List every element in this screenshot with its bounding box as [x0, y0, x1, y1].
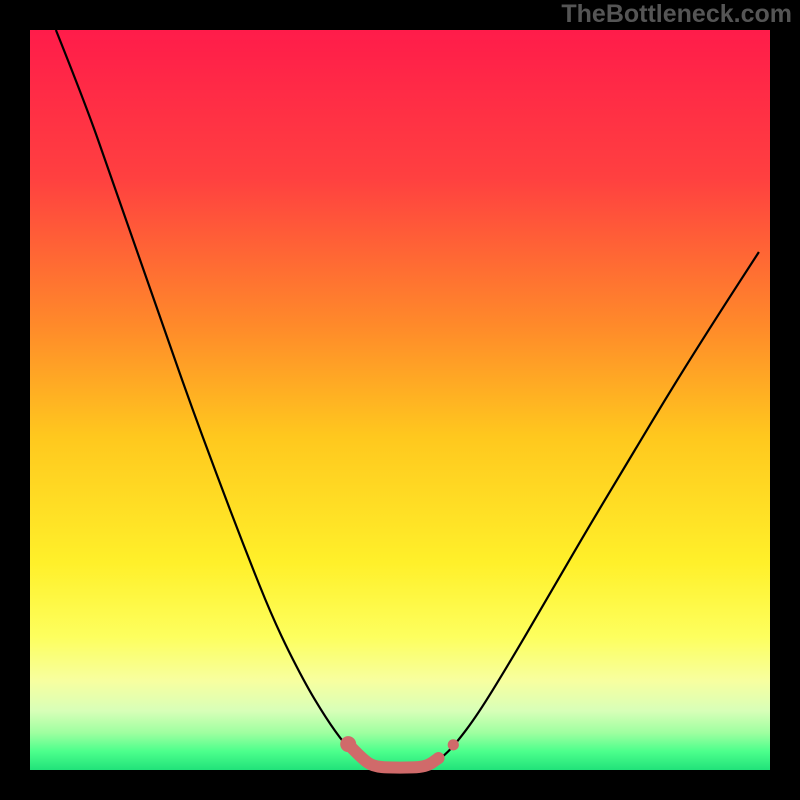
watermark-text: TheBottleneck.com	[561, 0, 792, 27]
highlight-dot	[448, 739, 459, 750]
bottleneck-chart	[0, 0, 800, 800]
plot-gradient-background	[30, 30, 770, 770]
highlight-dot	[432, 752, 444, 764]
chart-root: TheBottleneck.com	[0, 0, 800, 800]
highlight-dot	[340, 736, 356, 752]
